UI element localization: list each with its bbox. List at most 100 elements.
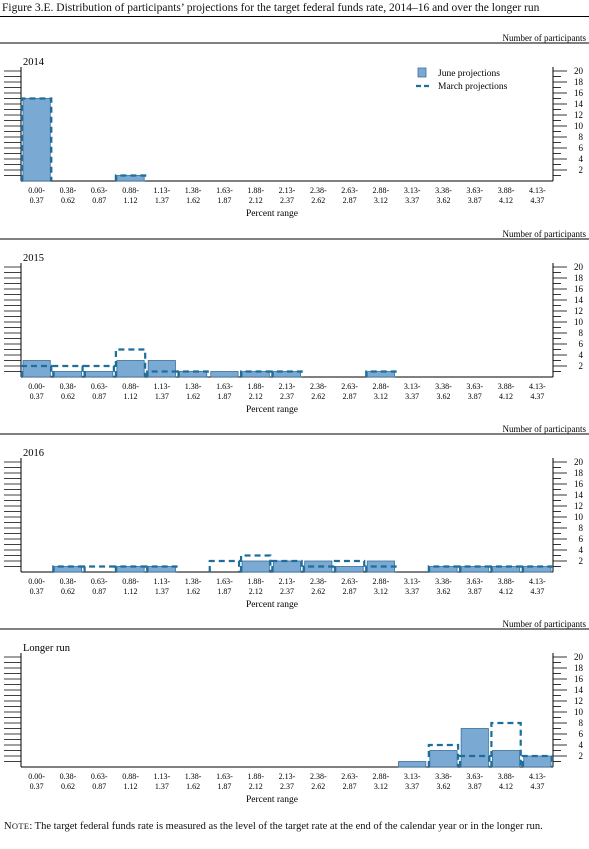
x-tick-label: 3.62 [436, 587, 450, 596]
units-label: Number of participants [503, 33, 587, 43]
x-axis-label: Percent range [246, 209, 298, 219]
x-tick-label: 0.37 [30, 587, 44, 596]
x-tick-label: 4.13- [529, 382, 546, 391]
march-outline [83, 364, 115, 377]
x-tick-label: 0.63- [91, 186, 108, 195]
y-tick-label: 12 [574, 306, 583, 316]
march-outline [114, 174, 147, 181]
march-outline [20, 97, 53, 181]
note-label-lead: N [4, 821, 12, 832]
x-tick-label: 2.12 [249, 782, 263, 791]
x-axis-label: Percent range [246, 405, 298, 415]
y-tick-label: 14 [574, 295, 584, 305]
x-tick-label: 0.62 [61, 782, 75, 791]
x-tick-label: 1.12 [124, 587, 138, 596]
x-tick-label: 1.87 [217, 587, 231, 596]
x-tick-label: 4.12 [499, 782, 513, 791]
march-outline [490, 721, 522, 767]
x-tick-label: 3.62 [436, 196, 450, 205]
x-tick-label: 2.38- [310, 772, 327, 781]
x-tick-label: 1.12 [124, 782, 138, 791]
x-tick-label: 0.88- [122, 577, 139, 586]
x-tick-label: 4.12 [499, 196, 513, 205]
x-axis-label: Percent range [246, 600, 298, 610]
x-tick-label: 3.87 [468, 196, 482, 205]
x-tick-label: 2.37 [280, 392, 294, 401]
x-tick-label: 1.38- [185, 186, 202, 195]
march-outline [52, 364, 84, 377]
x-tick-label: 1.12 [124, 392, 138, 401]
x-tick-label: 0.37 [30, 392, 44, 401]
x-axis-label: Percent range [246, 795, 298, 805]
june-bar [85, 371, 114, 378]
x-tick-label: 2.13- [279, 772, 296, 781]
x-tick-label: 3.88- [498, 382, 515, 391]
x-tick-label: 1.88- [247, 577, 264, 586]
x-tick-label: 2.88- [373, 186, 390, 195]
y-tick-label: 8 [579, 132, 584, 142]
chart-panel-1: Number of participants 2015 24681012141618… [0, 229, 589, 415]
y-tick-label: 20 [574, 66, 584, 76]
x-tick-label: 1.37 [155, 782, 169, 791]
x-tick-label: 0.87 [92, 782, 106, 791]
x-tick-label: 3.12 [374, 196, 388, 205]
x-tick-label: 4.37 [530, 392, 544, 401]
x-tick-label: 3.13- [404, 772, 421, 781]
x-tick-label: 2.37 [280, 782, 294, 791]
june-bar [429, 750, 458, 768]
y-tick-label: 6 [579, 143, 584, 153]
x-tick-label: 3.13- [404, 382, 421, 391]
legend-march-label: March projections [438, 82, 508, 92]
chart-panel-3: Number of participants Longer run 24681012… [0, 619, 589, 805]
x-tick-label: 2.63- [341, 772, 358, 781]
x-tick-label: 3.13- [404, 577, 421, 586]
x-tick-label: 2.63- [341, 382, 358, 391]
x-tick-label: 3.38- [435, 382, 452, 391]
x-tick-label: 1.37 [155, 392, 169, 401]
x-tick-label: 0.38- [60, 577, 77, 586]
x-tick-label: 0.87 [92, 587, 106, 596]
y-tick-label: 4 [579, 545, 584, 555]
x-tick-label: 3.88- [498, 772, 515, 781]
x-tick-label: 3.37 [405, 196, 419, 205]
x-tick-label: 0.38- [60, 382, 77, 391]
panel-label: 2014 [23, 57, 45, 68]
y-tick-label: 14 [574, 99, 584, 109]
x-tick-label: 3.37 [405, 392, 419, 401]
y-tick-label: 20 [574, 652, 584, 662]
june-bar [241, 560, 270, 573]
x-tick-label: 3.87 [468, 782, 482, 791]
y-tick-label: 2 [579, 361, 584, 371]
x-tick-label: 2.37 [280, 196, 294, 205]
x-tick-label: 0.62 [61, 392, 75, 401]
x-tick-label: 3.62 [436, 392, 450, 401]
x-tick-label: 2.88- [373, 772, 390, 781]
x-tick-label: 4.12 [499, 587, 513, 596]
x-tick-label: 0.38- [60, 186, 77, 195]
x-tick-label: 1.63- [216, 382, 233, 391]
x-tick-label: 1.63- [216, 186, 233, 195]
x-tick-label: 1.13- [153, 772, 170, 781]
panel-label: 2016 [23, 448, 44, 459]
june-bar [460, 728, 489, 768]
x-tick-label: 3.13- [404, 186, 421, 195]
y-tick-label: 18 [574, 468, 584, 478]
x-tick-label: 0.00- [28, 382, 45, 391]
x-tick-label: 2.12 [249, 196, 263, 205]
y-tick-label: 2 [579, 556, 584, 566]
y-tick-label: 8 [579, 328, 584, 338]
x-tick-label: 0.00- [28, 577, 45, 586]
march-outline [427, 743, 460, 767]
x-tick-label: 1.62 [186, 392, 200, 401]
figure-title: Figure 3.E. Distribution of participants… [2, 2, 540, 14]
x-tick-label: 1.62 [186, 196, 200, 205]
march-outline [459, 565, 491, 572]
y-tick-label: 14 [574, 685, 584, 695]
june-bar [53, 371, 82, 378]
note-label-rest: OTE [11, 821, 30, 831]
march-outline [52, 565, 84, 572]
y-tick-label: 20 [574, 457, 584, 467]
y-tick-label: 4 [579, 154, 584, 164]
x-tick-label: 0.88- [122, 772, 139, 781]
y-tick-label: 2 [579, 751, 584, 761]
